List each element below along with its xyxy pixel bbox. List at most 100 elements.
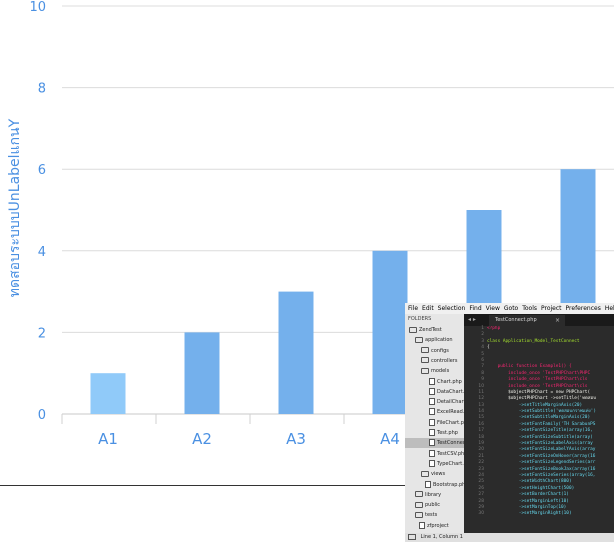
code-line[interactable]: ->setHeightChart(500) [487,485,575,491]
code-line[interactable]: public function Example1() { [487,364,572,370]
file-icon [425,480,431,488]
menu-item-view[interactable]: View [485,305,500,312]
code-line[interactable]: ->setTitleMarginAxis(20) [487,402,583,408]
file-icon [429,398,435,406]
tree-item-label: TestCSV.php [437,450,464,457]
menu-item-goto[interactable]: Goto [503,305,519,312]
sidebar-folder[interactable]: configs [405,346,464,356]
y-tick-label: 0 [38,408,46,423]
code-line[interactable]: $objectPHPChart = new PHPChart( [487,389,591,395]
menu-item-project[interactable]: Project [541,305,562,312]
code-line[interactable]: include_once 'TestPHPChart\cls [487,377,588,383]
code-line[interactable]: ->setFontSizeBookJax(array(16 [487,466,596,472]
menu-item-selection[interactable]: Selection [437,305,466,312]
folder-icon [415,336,423,343]
menu-item-help[interactable]: Help [604,305,614,312]
folder-icon [415,511,423,518]
folder-icon [421,470,429,477]
x-tick-label: A4 [380,430,400,448]
sidebar-folder[interactable]: tests [405,510,464,520]
line-number: 14 [478,409,484,415]
line-number: 29 [478,504,484,510]
close-icon[interactable]: × [554,317,560,324]
y-tick-label: 10 [29,0,46,15]
sidebar-file[interactable]: FileChart.php [405,418,464,428]
sidebar-folder[interactable]: library [405,490,464,500]
menu-item-edit[interactable]: Edit [422,305,434,312]
menu-item-find[interactable]: Find [469,305,482,312]
sidebar-file[interactable]: DataChart.php [405,387,464,397]
menu-item-preferences[interactable]: Preferences [565,305,601,312]
line-number: 24 [478,472,484,478]
tree-item-label: FileChart.php [437,419,464,426]
code-line[interactable]: ->setFontSizeLegendSeries(arr [487,460,596,466]
file-icon [429,449,435,457]
sidebar-folder[interactable]: models [405,366,464,376]
line-number: 10 [478,383,484,389]
sidebar-file[interactable]: Test.php [405,428,464,438]
line-number: 23 [478,466,484,472]
code-line[interactable]: include_once 'TestPHPChart\PHPC [487,370,591,376]
code-line[interactable]: ->setFontSizeOnHover(array(16 [487,453,596,459]
sidebar-file[interactable]: zfproject [405,521,464,531]
code-line[interactable]: ->setFontSizeSeries(array(16, [487,472,596,478]
folders-sidebar[interactable]: FOLDERS ZendTest application configs contro… [405,314,464,533]
tree-item-label: DataChart.php [437,388,464,395]
bar-a2[interactable] [184,332,220,414]
code-line[interactable]: <?php [487,326,501,331]
sidebar-file[interactable]: ExcelRead.php [405,407,464,417]
tab-testconnect[interactable]: TestConnect.php × [489,315,565,326]
bar-a3[interactable] [278,291,314,414]
line-number: 18 [478,434,484,440]
tab-nav-arrows-icon[interactable]: ◂ ▸ [468,316,476,323]
code-line[interactable]: include_once 'TestPHPChart\cls [487,383,588,389]
tree-item-label: configs [431,347,449,354]
code-line[interactable]: ->setSubtitle('ทดสอบกราฟแท่ง') [487,409,596,415]
file-icon [419,521,425,529]
tree-item-label: Bootstrap.php [433,481,464,488]
bar-a1[interactable] [90,373,126,414]
sidebar-folder[interactable]: ZendTest [405,325,464,335]
sidebar-file[interactable]: TypeChart.php [405,459,464,469]
sidebar-folder[interactable]: views [405,469,464,479]
folder-icon [421,357,429,364]
folder-icon [409,326,417,333]
code-line[interactable]: ->setWidthChart(800) [487,479,572,485]
code-line[interactable]: class Application_Model_TestConnect [487,338,580,344]
code-line[interactable]: { [487,345,490,351]
menu-item-tools[interactable]: Tools [522,305,537,312]
sidebar-folder[interactable]: application [405,335,464,345]
code-line[interactable]: ->setMarginLeft(10) [487,498,569,504]
sidebar-file[interactable]: Bootstrap.php [405,480,464,490]
panel-toggle-icon[interactable] [408,533,416,540]
file-icon [429,387,435,395]
y-tick-label: 6 [38,163,46,178]
y-tick-label: 4 [38,245,46,260]
code-area[interactable]: <?php class Application_Model_TestConnect… [487,326,614,533]
sidebar-file[interactable]: DetailChart.php [405,397,464,407]
code-line[interactable]: ->setFontFamily('TH SarabunPS [487,421,596,427]
code-line[interactable]: ->setFontSizeLabelAxis(array [487,441,593,447]
menu-item-file[interactable]: File [408,305,419,312]
code-line[interactable]: ->setFontSizeLabelYAxis(array [487,447,596,453]
code-editor-window[interactable]: File Edit Selection Find View Goto Tools Projec… [405,303,614,542]
code-line[interactable]: ->setBorderChart(1) [487,492,569,498]
code-line[interactable]: ->setFontSizeSubtitle(array( [487,434,593,440]
code-line[interactable]: $objectPHPChart ->setTitle('ทดสอบ [487,396,597,402]
line-number: 13 [478,402,484,408]
sidebar-file[interactable]: Chart.php [405,377,464,387]
line-number: 4 [481,345,484,351]
x-tick-label: A3 [286,430,306,448]
sidebar-folder[interactable]: public [405,500,464,510]
code-line[interactable]: ->setSubtitleMarginAxis(20) [487,415,591,421]
line-number: 11 [478,389,484,395]
code-line[interactable]: ->setFontSizeTitle(array(16, [487,428,593,434]
tree-item-label: tests [425,512,438,519]
bar-a4[interactable] [372,250,408,414]
code-line[interactable]: ->setMarginTop(10) [487,504,567,510]
code-line[interactable]: ->setMarginRight(10) [487,511,572,517]
sidebar-file[interactable]: TestCSV.php [405,449,464,459]
tree-item-label: application [425,337,453,344]
sidebar-file[interactable]: TestConnect.php [405,438,464,449]
sidebar-folder[interactable]: controllers [405,356,464,366]
